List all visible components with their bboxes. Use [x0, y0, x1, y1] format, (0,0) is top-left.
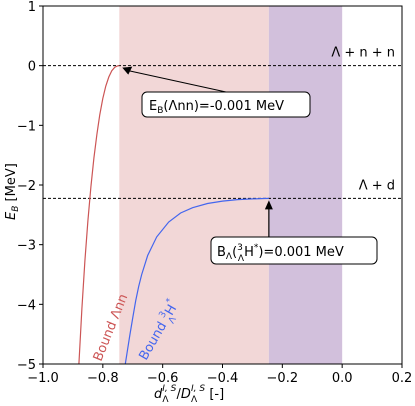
annotation-1-open: ( — [232, 245, 237, 260]
series-label-1-sup: 3 — [158, 310, 170, 320]
series-line-0 — [78, 65, 120, 365]
x-label-sub: Λ — [162, 395, 169, 405]
x-label-unit: [-] — [205, 387, 224, 402]
annotation-1-rest: )=0.001 MeV — [258, 245, 344, 260]
annotation-0-rest: (Λnn)=-0.001 MeV — [163, 99, 284, 114]
shaded-regions — [119, 6, 343, 364]
x-tick-label-0: −1.0 — [27, 371, 59, 386]
annotation-1-sub: Λ — [226, 252, 233, 262]
annotation-arrowhead-0 — [122, 66, 133, 75]
y-tick-label-3: −2 — [17, 179, 36, 194]
x-label-sup2: I, S — [191, 384, 205, 394]
threshold-label-1: Λ + d — [359, 178, 395, 193]
annotation-arrowhead-1 — [264, 200, 273, 210]
x-tick-label-6: 0.2 — [392, 371, 413, 386]
y-label-base: E — [4, 211, 19, 220]
x-tick-label-5: 0.0 — [332, 371, 353, 386]
annotation-text-0: EB(Λnn)=-0.001 MeV — [149, 99, 284, 116]
x-label-base2: D — [181, 387, 191, 402]
y-label-unit: [MeV] — [4, 163, 19, 205]
x-tick-label-1: −0.8 — [87, 371, 119, 386]
series-line-1 — [124, 197, 269, 365]
annotation-1-star: * — [254, 243, 259, 253]
annotation-box-1 — [210, 236, 378, 265]
x-label-sep: / — [177, 387, 182, 402]
series-label-1-star: * — [165, 296, 176, 305]
y-tick-label-1: −4 — [17, 298, 36, 313]
annotation-text-1: BΛ(3 ΛH*)=0.001 MeV — [217, 243, 344, 264]
x-tick-label-3: −0.4 — [207, 371, 239, 386]
x-label-base: d — [154, 387, 163, 402]
series-label-1-sub: Λ — [167, 315, 179, 326]
y-tick-label-2: −3 — [17, 239, 36, 254]
annotation-1-sub2: Λ — [238, 254, 245, 264]
y-axis-label: EB [MeV] — [4, 163, 21, 220]
annotation-0-sub: B — [157, 106, 163, 116]
x-tick-label-2: −0.6 — [147, 371, 179, 386]
x-tick-label-4: −0.2 — [267, 371, 299, 386]
x-label-sub2: Λ — [191, 395, 198, 405]
shaded-region-0 — [119, 6, 269, 364]
y-tick-label-4: −1 — [17, 119, 36, 134]
threshold-label-0: Λ + n + n — [331, 46, 395, 61]
annotation-1-sup: 3 — [237, 243, 243, 253]
x-label-sup: I, S — [162, 384, 176, 394]
annotation-1-nuc: H — [244, 245, 254, 260]
y-label-sub: B — [11, 206, 21, 212]
x-axis: −1.0 −0.8 −0.6 −0.4 −0.2 0.0 0.2 — [27, 364, 412, 386]
annotation-1-base: B — [217, 245, 226, 260]
y-tick-label-6: 1 — [28, 0, 36, 15]
y-tick-label-5: 0 — [28, 60, 36, 75]
y-tick-label-0: −5 — [17, 358, 36, 373]
annotation-arrow-0 — [128, 70, 227, 93]
y-axis: −5 −4 −3 −2 −1 0 1 — [17, 0, 43, 373]
annotation-0-base: E — [149, 99, 157, 114]
threshold-lines: Λ + n + n Λ + d — [43, 46, 402, 199]
